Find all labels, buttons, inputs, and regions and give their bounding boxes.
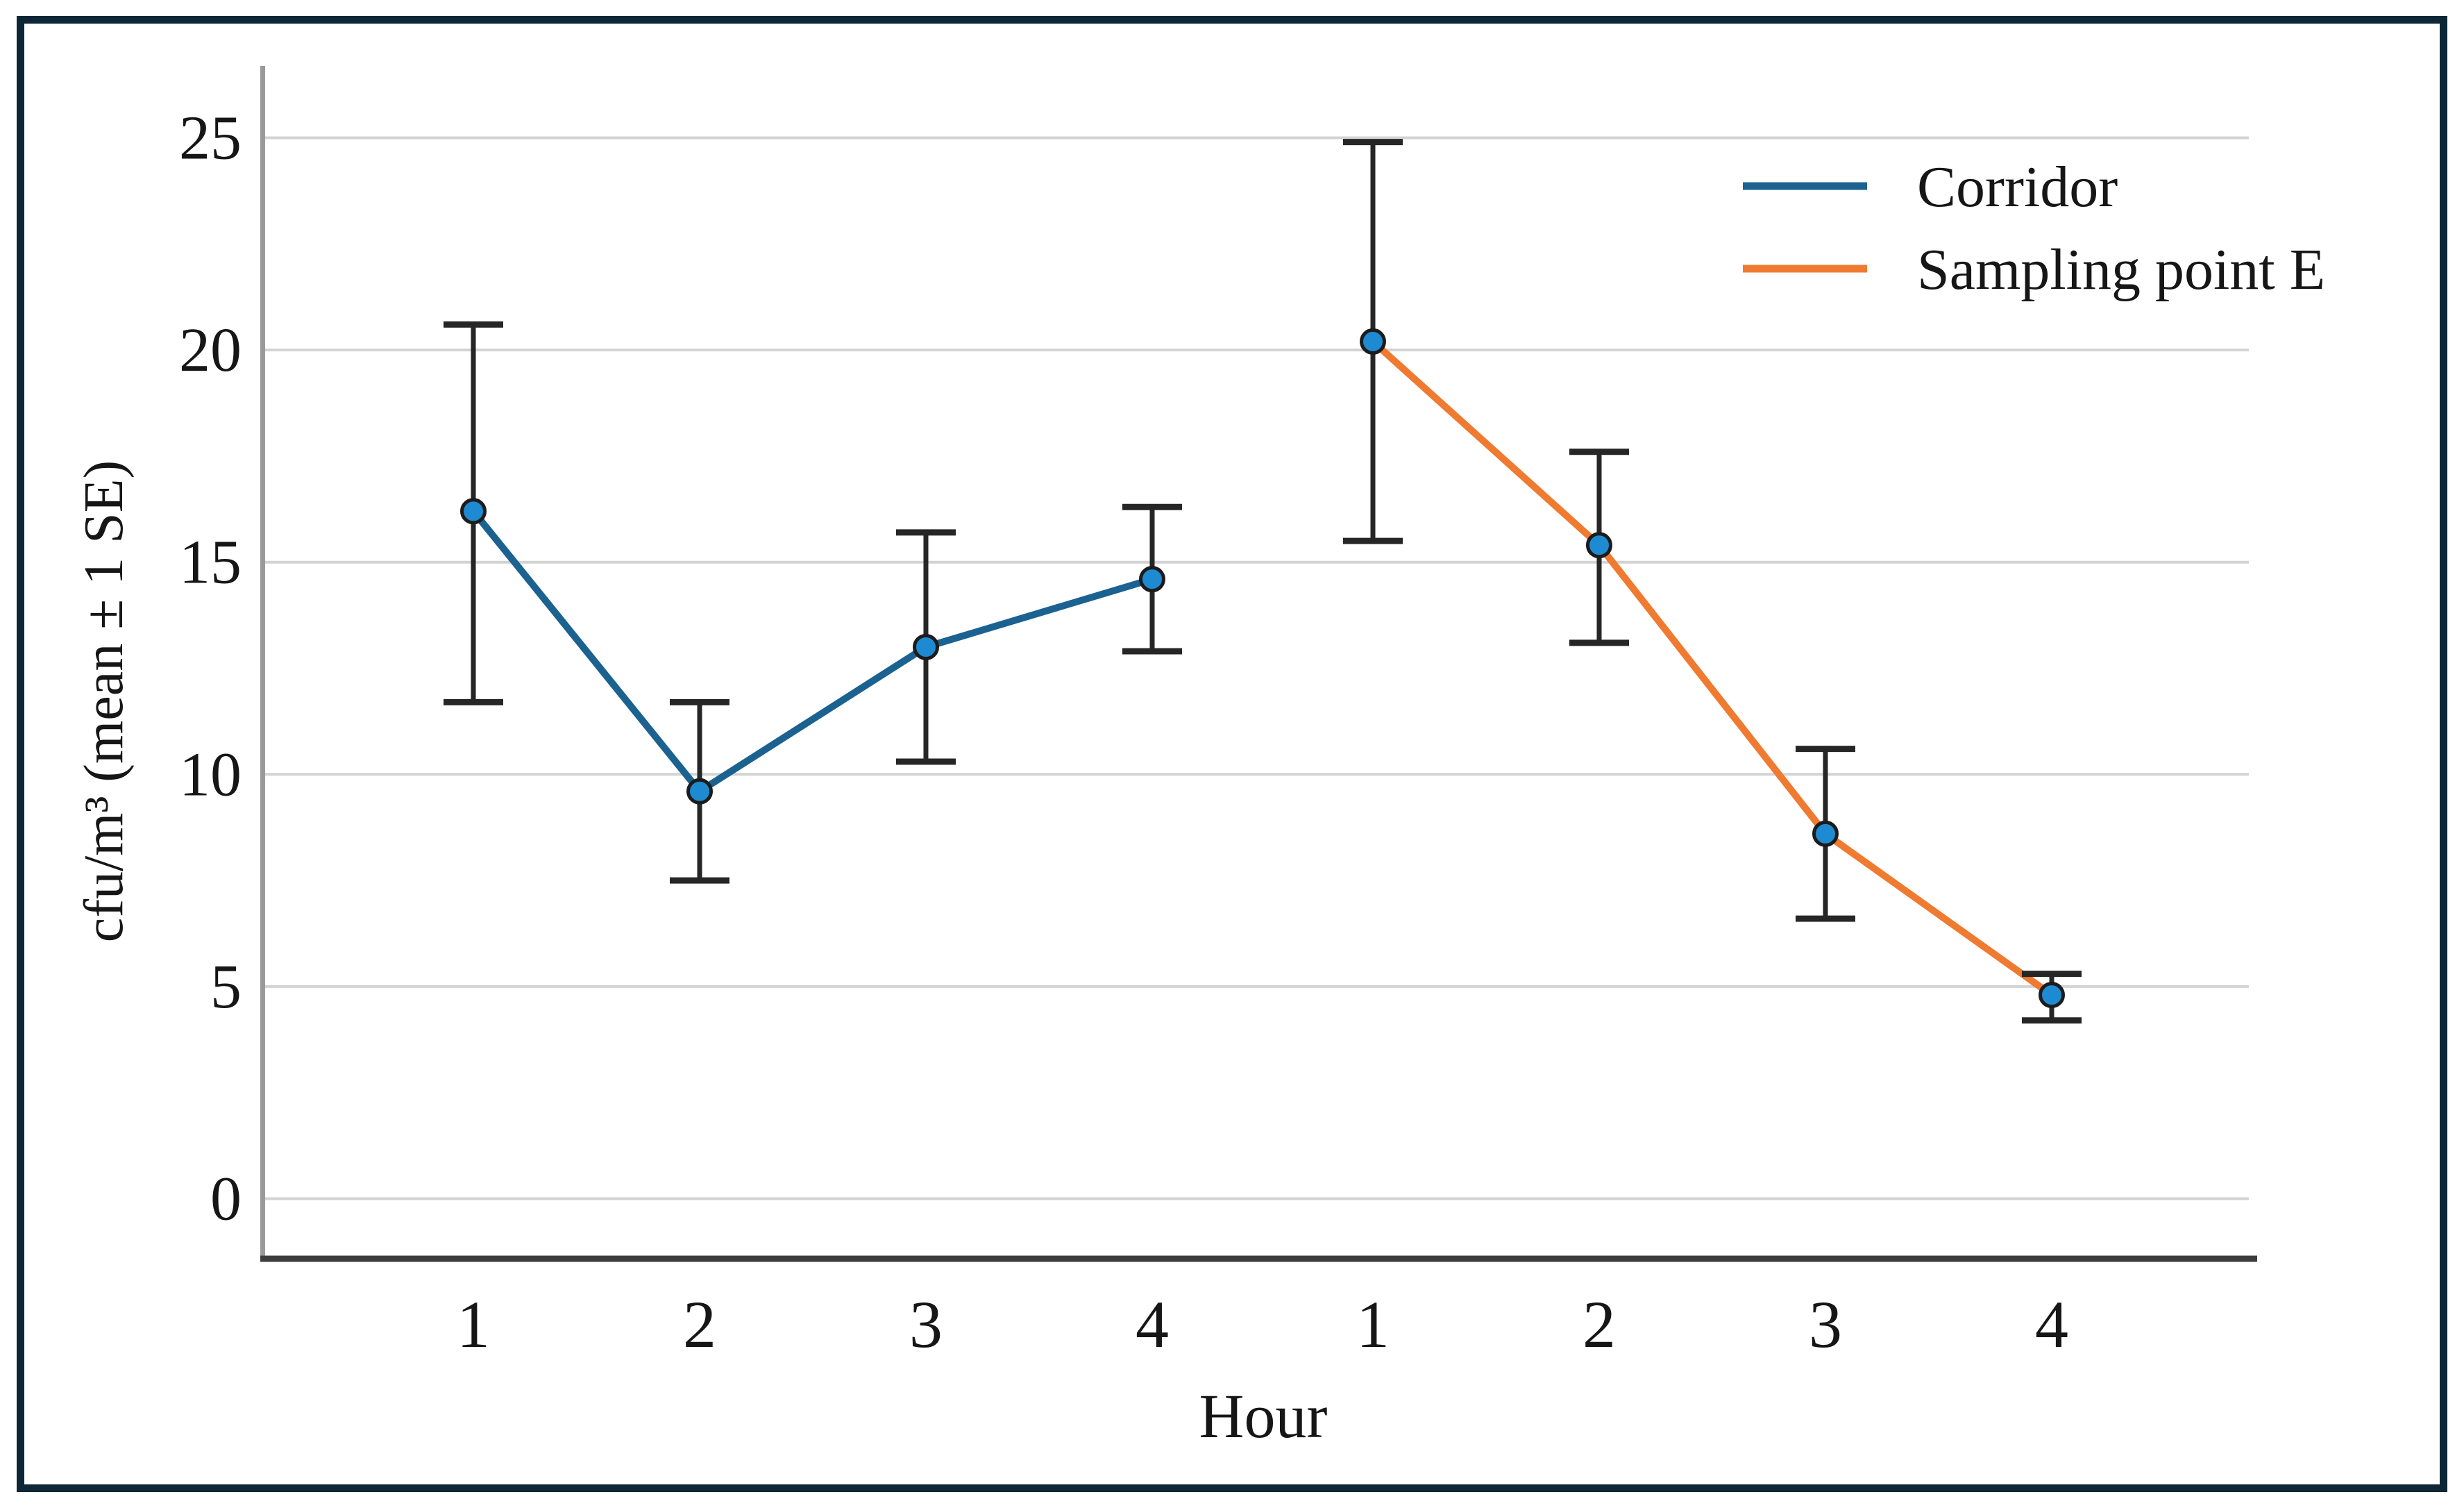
x-tick-label: 4 <box>2035 1287 2068 1362</box>
y-tick-label: 15 <box>179 528 242 597</box>
x-tick-label: 4 <box>1136 1287 1169 1362</box>
y-tick-label: 5 <box>210 953 242 1021</box>
y-tick-label: 10 <box>179 740 242 809</box>
x-tick-label: 2 <box>1583 1287 1616 1362</box>
x-tick-label: 1 <box>1356 1287 1390 1362</box>
error-bars <box>444 139 2082 1024</box>
y-tick-label: 0 <box>210 1165 242 1234</box>
legend: Corridor Sampling point E <box>1743 155 2325 302</box>
figure-border <box>17 16 2447 1492</box>
x-tick-labels: 1 2 3 4 1 2 3 4 <box>457 1287 2068 1362</box>
data-point-marker <box>2039 982 2065 1009</box>
x-tick-label: 3 <box>1809 1287 1842 1362</box>
y-tick-label: 25 <box>179 104 242 173</box>
y-tick-label: 20 <box>179 316 242 385</box>
series-line-sampling-point-e <box>1369 337 2055 999</box>
x-tick-label: 3 <box>909 1287 943 1362</box>
series-lines <box>470 337 2055 999</box>
series-line-corridor <box>470 508 1156 795</box>
axis-spines <box>260 66 2257 1262</box>
data-point-marker <box>1139 566 1165 593</box>
data-point-markers <box>460 328 2065 1009</box>
gridlines <box>264 136 2249 1200</box>
data-point-marker <box>686 778 713 805</box>
x-tick-label: 2 <box>683 1287 716 1362</box>
data-point-marker <box>1586 532 1612 559</box>
legend-label-corridor: Corridor <box>1917 155 2118 219</box>
data-point-marker <box>913 633 939 660</box>
y-axis-title: cfu/m³ (mean ± 1 SE) <box>74 460 135 942</box>
legend-label-sampling-point-e: Sampling point E <box>1917 237 2325 302</box>
data-point-marker <box>1812 820 1839 847</box>
data-point-marker <box>460 498 487 525</box>
x-axis-title: Hour <box>1199 1382 1328 1451</box>
data-point-marker <box>1360 328 1386 355</box>
y-tick-labels: 0 5 10 15 20 25 <box>179 104 242 1234</box>
x-tick-label: 1 <box>457 1287 490 1362</box>
